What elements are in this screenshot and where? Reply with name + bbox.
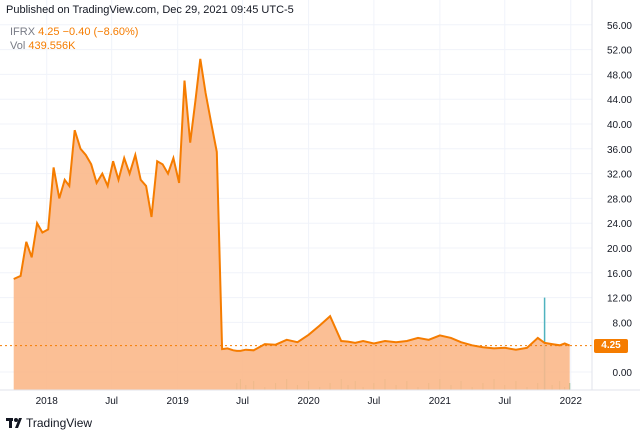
y-tick-label: 24.00 — [607, 219, 632, 230]
x-tick-label: 2019 — [167, 396, 190, 407]
x-tick-label: Jul — [236, 396, 249, 407]
symbol-change: −0.40 (−8.60%) — [62, 26, 139, 38]
price-area — [13, 58, 570, 391]
brand-name: TradingView — [26, 416, 93, 430]
y-tick-label: 36.00 — [607, 145, 632, 156]
x-tick-label: 2022 — [560, 396, 583, 407]
y-tick-label: 16.00 — [607, 269, 632, 280]
y-tick-label: 8.00 — [613, 318, 633, 329]
y-tick-label: 56.00 — [607, 21, 632, 32]
y-tick-label: 0.00 — [613, 368, 633, 379]
y-tick-label: 40.00 — [607, 120, 632, 131]
symbol-name: IFRX — [10, 26, 36, 38]
volume-label: Vol — [10, 40, 26, 52]
y-tick-label: 20.00 — [607, 244, 632, 255]
tradingview-logo-icon — [6, 418, 22, 428]
last-price-tag: 4.25 — [594, 338, 628, 353]
x-tick-label: 2018 — [36, 396, 59, 407]
x-tick-label: Jul — [498, 396, 511, 407]
y-tick-label: 12.00 — [607, 294, 632, 305]
volume-legend: Vol 439.556K — [10, 40, 75, 52]
volume-value: 439.556K — [28, 40, 76, 52]
x-tick-label: 2020 — [297, 396, 320, 407]
y-tick-label: 52.00 — [607, 46, 632, 57]
published-header: Published on TradingView.com, Dec 29, 20… — [6, 4, 294, 16]
x-tick-label: Jul — [105, 396, 118, 407]
symbol-price: 4.25 — [38, 26, 60, 38]
tradingview-brand: TradingView — [6, 416, 92, 430]
symbol-legend: IFRX 4.25 −0.40 (−8.60%) — [10, 26, 138, 38]
y-axis-ticks: 56.00 52.00 48.00 44.00 40.00 36.00 32.00 28.00… — [607, 21, 632, 379]
y-tick-label: 28.00 — [607, 194, 632, 205]
x-tick-label: Jul — [367, 396, 380, 407]
x-axis-ticks: 2018 Jul 2019 Jul 2020 Jul 2021 Jul 2022 — [36, 396, 583, 407]
y-tick-label: 48.00 — [607, 70, 632, 81]
y-tick-label: 44.00 — [607, 95, 632, 106]
x-tick-label: 2021 — [429, 396, 452, 407]
price-line — [13, 58, 571, 352]
y-tick-label: 32.00 — [607, 170, 632, 181]
